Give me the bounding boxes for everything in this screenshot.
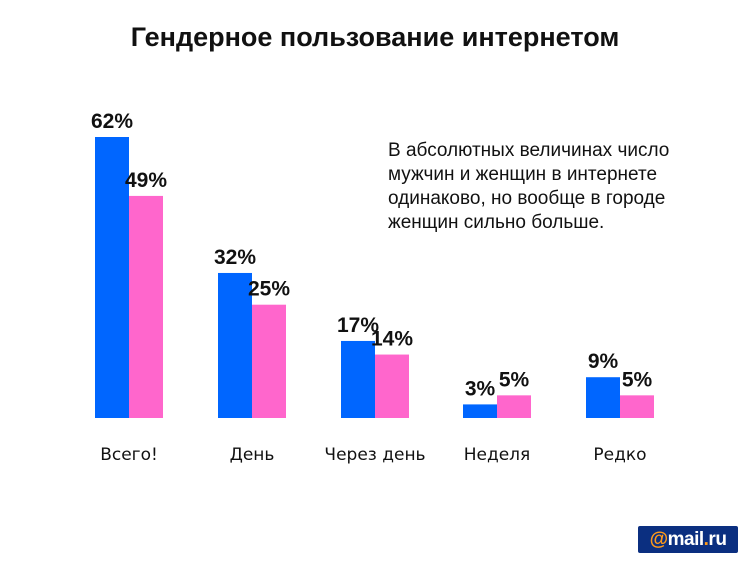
category-label-3: Неделя [464, 445, 531, 465]
data-label-female-4: 5% [622, 368, 653, 391]
logo-tld: ru [708, 528, 727, 550]
data-label-male-0: 62% [91, 110, 133, 133]
category-label-4: Редко [593, 445, 646, 465]
chart-title: Гендерное пользование интернетом [130, 22, 620, 52]
data-label-male-1: 32% [214, 246, 256, 269]
data-label-female-3: 5% [499, 368, 530, 391]
bar-male-1 [218, 272, 252, 418]
data-label-male-3: 3% [465, 377, 496, 400]
logo-at: @ [649, 528, 669, 550]
logo-dot: . [703, 528, 709, 550]
bar-female-0 [129, 195, 163, 418]
bar-female-1 [252, 304, 286, 418]
category-label-1: День [230, 445, 275, 465]
bar-male-0 [95, 137, 129, 418]
data-label-female-0: 49% [125, 169, 167, 192]
bar-female-2 [375, 354, 409, 418]
category-label-2: Через день [324, 445, 425, 465]
bar-male-4 [586, 377, 620, 418]
bar-female-4 [620, 395, 654, 418]
bar-male-3 [463, 404, 497, 418]
data-label-male-2: 17% [337, 314, 379, 337]
data-label-female-2: 14% [371, 328, 413, 351]
category-label-0: Всего! [100, 445, 158, 465]
logo-name: mail [667, 528, 705, 550]
mail-ru-logo: @ mail. ru [638, 526, 738, 553]
bar-female-3 [497, 395, 531, 418]
annotation-note: В абсолютных величинах число мужчин и же… [388, 140, 670, 233]
bar-male-2 [341, 340, 375, 418]
data-label-female-1: 25% [248, 278, 290, 301]
data-label-male-4: 9% [588, 350, 619, 373]
